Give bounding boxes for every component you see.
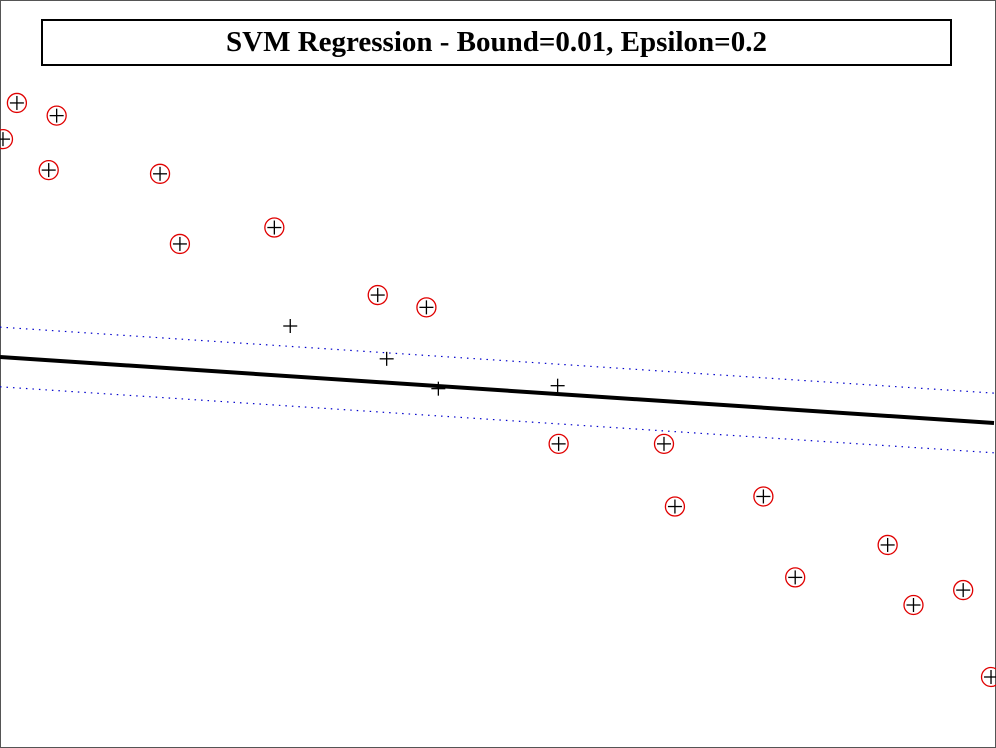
support-vector-circle [664, 496, 686, 517]
data-point [431, 381, 446, 396]
support-vector-circle [785, 567, 806, 588]
support-vector-point [46, 105, 67, 126]
support-vector-point [877, 534, 898, 556]
support-vector-point [264, 217, 285, 238]
epsilon-band-upper [0, 326, 995, 394]
support-vector-point [953, 579, 974, 601]
support-vector-circle [548, 433, 569, 455]
support-vector-circle [264, 217, 285, 238]
support-vector-point [38, 159, 59, 181]
support-vector-point [903, 594, 924, 616]
support-vector-point [6, 92, 28, 114]
support-vector-circle [753, 486, 774, 507]
support-vector-point [664, 496, 686, 517]
support-vector-circle [38, 159, 59, 181]
epsilon-band-lower [0, 386, 995, 454]
data-point [379, 351, 394, 366]
support-vector-point [785, 567, 806, 588]
support-vector-circle [953, 579, 974, 601]
support-vector-circle [980, 666, 996, 688]
support-vector-circle [6, 92, 28, 114]
support-vector-circle [169, 233, 191, 255]
data-point [550, 378, 565, 393]
support-vector-circle [367, 284, 388, 306]
support-vector-point [149, 163, 171, 184]
support-vector-point [980, 666, 996, 688]
regression-line [0, 354, 995, 425]
data-point [283, 319, 298, 334]
support-vector-point [653, 433, 675, 455]
support-vector-circle [46, 105, 67, 126]
support-vector-point [753, 486, 774, 507]
support-vector-circle [653, 433, 675, 455]
support-vector-point [169, 233, 191, 255]
support-vector-point [416, 297, 437, 318]
support-vector-circle [877, 534, 898, 556]
support-vector-point [548, 433, 569, 455]
chart-title-box: SVM Regression - Bound=0.01, Epsilon=0.2 [41, 19, 952, 66]
support-vector-circle [903, 594, 924, 616]
support-vector-circle [149, 163, 171, 184]
support-vector-circle [0, 128, 14, 150]
support-vector-circle [416, 297, 437, 318]
support-vector-point [367, 284, 388, 306]
chart-title: SVM Regression - Bound=0.01, Epsilon=0.2 [226, 26, 767, 58]
support-vector-point [0, 128, 14, 150]
